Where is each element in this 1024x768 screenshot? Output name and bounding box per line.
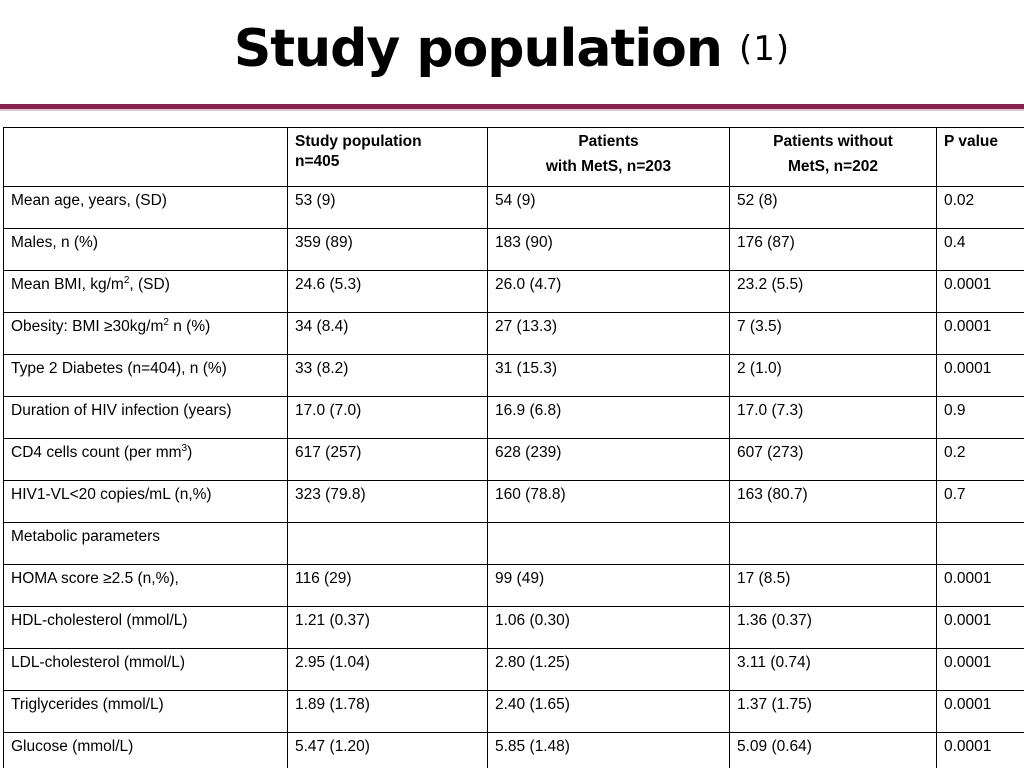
cell-without-mets: 1.36 (0.37) — [729, 606, 937, 649]
row-label: LDL-cholesterol (mmol/L) — [3, 648, 288, 691]
cell-study-population: 323 (79.8) — [287, 480, 488, 523]
row-label: Duration of HIV infection (years) — [3, 396, 288, 439]
cell-with-mets: 2.80 (1.25) — [487, 648, 730, 691]
cell-p-value: 0.7 — [936, 480, 1024, 523]
header-cell-empty — [3, 127, 288, 187]
cell-study-population: 1.89 (1.78) — [287, 690, 488, 733]
cell-p-value: 0.0001 — [936, 648, 1024, 691]
title-divider — [0, 104, 1024, 109]
cell-study-population: 617 (257) — [287, 438, 488, 481]
cell-p-value: 0.02 — [936, 186, 1024, 229]
cell-p-value: 0.9 — [936, 396, 1024, 439]
cell-with-mets: 31 (15.3) — [487, 354, 730, 397]
cell-p-value: 0.4 — [936, 228, 1024, 271]
table-row: Obesity: BMI ≥30kg/m2 n (%) 34 (8.4) 27 … — [3, 312, 1024, 355]
table-section-row: Metabolic parameters — [3, 522, 1024, 565]
cell-without-mets: 176 (87) — [729, 228, 937, 271]
header-cell-p-value: P value — [936, 127, 1024, 187]
cell-without-mets — [729, 522, 937, 565]
table-row: Mean age, years, (SD) 53 (9) 54 (9) 52 (… — [3, 186, 1024, 229]
row-label: HDL-cholesterol (mmol/L) — [3, 606, 288, 649]
cell-with-mets: 99 (49) — [487, 564, 730, 607]
cell-without-mets: 5.09 (0.64) — [729, 732, 937, 768]
slide-title-text: Study population — [233, 19, 723, 79]
table-row: Mean BMI, kg/m2, (SD) 24.6 (5.3) 26.0 (4… — [3, 270, 1024, 313]
cell-with-mets: 16.9 (6.8) — [487, 396, 730, 439]
cell-study-population — [287, 522, 488, 565]
table-row: LDL-cholesterol (mmol/L) 2.95 (1.04) 2.8… — [3, 648, 1024, 691]
row-label: Glucose (mmol/L) — [3, 732, 288, 768]
cell-p-value: 0.0001 — [936, 312, 1024, 355]
cell-without-mets: 7 (3.5) — [729, 312, 937, 355]
header-cell-without-mets: Patients without MetS, n=202 — [729, 127, 937, 187]
cell-without-mets: 17.0 (7.3) — [729, 396, 937, 439]
cell-p-value — [936, 522, 1024, 565]
cell-with-mets — [487, 522, 730, 565]
table-row: Duration of HIV infection (years) 17.0 (… — [3, 396, 1024, 439]
table-row: Males, n (%) 359 (89) 183 (90) 176 (87) … — [3, 228, 1024, 271]
header-cell-with-mets: Patients with MetS, n=203 — [487, 127, 730, 187]
title-divider-shadow — [0, 109, 1024, 111]
row-label: CD4 cells count (per mm3) — [3, 438, 288, 481]
cell-study-population: 17.0 (7.0) — [287, 396, 488, 439]
table-row: HDL-cholesterol (mmol/L) 1.21 (0.37) 1.0… — [3, 606, 1024, 649]
cell-without-mets: 3.11 (0.74) — [729, 648, 937, 691]
row-label: Mean age, years, (SD) — [3, 186, 288, 229]
row-label: HOMA score ≥2.5 (n,%), — [3, 564, 288, 607]
cell-without-mets: 607 (273) — [729, 438, 937, 481]
cell-with-mets: 26.0 (4.7) — [487, 270, 730, 313]
cell-study-population: 34 (8.4) — [287, 312, 488, 355]
cell-study-population: 33 (8.2) — [287, 354, 488, 397]
cell-study-population: 116 (29) — [287, 564, 488, 607]
cell-p-value: 0.0001 — [936, 732, 1024, 768]
cell-p-value: 0.2 — [936, 438, 1024, 481]
cell-with-mets: 27 (13.3) — [487, 312, 730, 355]
row-label: HIV1-VL<20 copies/mL (n,%) — [3, 480, 288, 523]
row-label: Obesity: BMI ≥30kg/m2 n (%) — [3, 312, 288, 355]
cell-p-value: 0.0001 — [936, 564, 1024, 607]
table-header-row: Study population n=405 Patients with Met… — [3, 127, 1024, 187]
cell-study-population: 1.21 (0.37) — [287, 606, 488, 649]
header-cell-study-population: Study population n=405 — [287, 127, 488, 187]
cell-p-value: 0.0001 — [936, 354, 1024, 397]
cell-with-mets: 628 (239) — [487, 438, 730, 481]
row-label: Triglycerides (mmol/L) — [3, 690, 288, 733]
cell-study-population: 5.47 (1.20) — [287, 732, 488, 768]
table-row: CD4 cells count (per mm3) 617 (257) 628 … — [3, 438, 1024, 481]
cell-without-mets: 23.2 (5.5) — [729, 270, 937, 313]
slide-title-number: (1) — [739, 29, 791, 69]
cell-study-population: 53 (9) — [287, 186, 488, 229]
cell-with-mets: 5.85 (1.48) — [487, 732, 730, 768]
cell-study-population: 2.95 (1.04) — [287, 648, 488, 691]
slide-title: Study population (1) — [0, 14, 1024, 84]
table-row: Triglycerides (mmol/L) 1.89 (1.78) 2.40 … — [3, 690, 1024, 733]
cell-without-mets: 52 (8) — [729, 186, 937, 229]
table-row: HIV1-VL<20 copies/mL (n,%) 323 (79.8) 16… — [3, 480, 1024, 523]
cell-p-value: 0.0001 — [936, 270, 1024, 313]
cell-study-population: 359 (89) — [287, 228, 488, 271]
section-label: Metabolic parameters — [3, 522, 288, 565]
cell-with-mets: 1.06 (0.30) — [487, 606, 730, 649]
cell-p-value: 0.0001 — [936, 606, 1024, 649]
table-row: Glucose (mmol/L) 5.47 (1.20) 5.85 (1.48)… — [3, 732, 1024, 768]
cell-with-mets: 54 (9) — [487, 186, 730, 229]
cell-without-mets: 1.37 (1.75) — [729, 690, 937, 733]
row-label: Type 2 Diabetes (n=404), n (%) — [3, 354, 288, 397]
cell-without-mets: 163 (80.7) — [729, 480, 937, 523]
study-population-table: Study population n=405 Patients with Met… — [3, 127, 1024, 768]
cell-study-population: 24.6 (5.3) — [287, 270, 488, 313]
table-row: Type 2 Diabetes (n=404), n (%) 33 (8.2) … — [3, 354, 1024, 397]
cell-without-mets: 17 (8.5) — [729, 564, 937, 607]
row-label: Males, n (%) — [3, 228, 288, 271]
cell-without-mets: 2 (1.0) — [729, 354, 937, 397]
cell-with-mets: 2.40 (1.65) — [487, 690, 730, 733]
cell-with-mets: 160 (78.8) — [487, 480, 730, 523]
cell-with-mets: 183 (90) — [487, 228, 730, 271]
table-row: HOMA score ≥2.5 (n,%), 116 (29) 99 (49) … — [3, 564, 1024, 607]
row-label: Mean BMI, kg/m2, (SD) — [3, 270, 288, 313]
cell-p-value: 0.0001 — [936, 690, 1024, 733]
